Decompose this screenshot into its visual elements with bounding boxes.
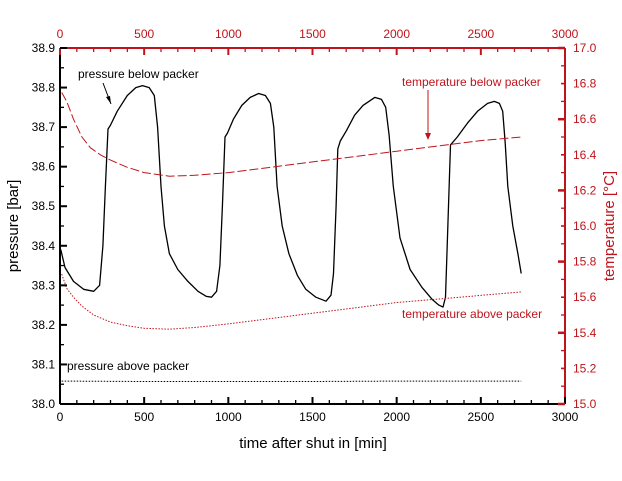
y-tick-label: 38.1	[32, 357, 56, 371]
annotation-temperature-above-packer: temperature above packer	[402, 307, 542, 321]
y-tick-label: 38.4	[32, 239, 56, 253]
x-top-tick-label: 1000	[215, 27, 242, 41]
y-tick-label: 38.6	[32, 160, 56, 174]
series-temperature-below-packer	[61, 92, 522, 177]
y-tick-label: 38.7	[32, 120, 56, 134]
y-tick-label: 38.9	[32, 41, 56, 55]
x-tick-label: 500	[134, 410, 154, 424]
x-tick-label: 2000	[383, 410, 410, 424]
annotation-temperature-below-packer: temperature below packer	[402, 75, 541, 89]
x-top-tick-label: 2500	[467, 27, 494, 41]
y-tick-label: 38.5	[32, 199, 56, 213]
x-axis-title: time after shut in [min]	[239, 435, 387, 452]
annotation-pressure-below-packer: pressure below packer	[78, 67, 199, 81]
y2-tick-label: 16.8	[573, 77, 597, 91]
x-top-tick-label: 2000	[383, 27, 410, 41]
y2-tick-label: 16.4	[573, 148, 597, 162]
y-tick-label: 38.0	[32, 397, 56, 411]
x-tick-label: 1000	[215, 410, 242, 424]
y2-tick-label: 16.6	[573, 112, 597, 126]
series-pressure-below-packer	[60, 84, 522, 308]
x-tick-label: 1500	[299, 410, 326, 424]
y2-tick-label: 16.2	[573, 183, 597, 197]
series-temperature-above-packer	[61, 273, 522, 330]
arrowhead-temperature-below-packer	[425, 133, 431, 140]
y-tick-label: 38.3	[32, 278, 56, 292]
y2-tick-label: 15.8	[573, 255, 597, 269]
x-top-tick-label: 0	[57, 27, 64, 41]
arrowhead-pressure-below-packer	[106, 96, 111, 104]
annotation-pressure-above-packer: pressure above packer	[67, 359, 189, 373]
y2-tick-label: 15.4	[573, 326, 597, 340]
series-layer	[60, 84, 522, 382]
y2-tick-label: 15.0	[573, 397, 597, 411]
x-top-tick-label: 500	[134, 27, 154, 41]
y2-tick-label: 15.6	[573, 290, 597, 304]
y2-axis-title: temperature [°C]	[601, 171, 618, 281]
x-tick-label: 0	[57, 410, 64, 424]
x-tick-label: 3000	[552, 410, 579, 424]
y-tick-label: 38.8	[32, 81, 56, 95]
y2-tick-label: 17.0	[573, 41, 597, 55]
y-axis-title: pressure [bar]	[5, 180, 22, 273]
x-top-tick-label: 3000	[552, 27, 579, 41]
y-tick-label: 38.2	[32, 318, 56, 332]
x-tick-label: 2500	[467, 410, 494, 424]
y2-tick-label: 15.2	[573, 361, 597, 375]
y2-tick-label: 16.0	[573, 219, 597, 233]
axes-layer: 0 500 1000 1500 2000 2500 3000 0 500 1000 1500 2000…	[32, 27, 597, 424]
x-top-tick-label: 1500	[299, 27, 326, 41]
